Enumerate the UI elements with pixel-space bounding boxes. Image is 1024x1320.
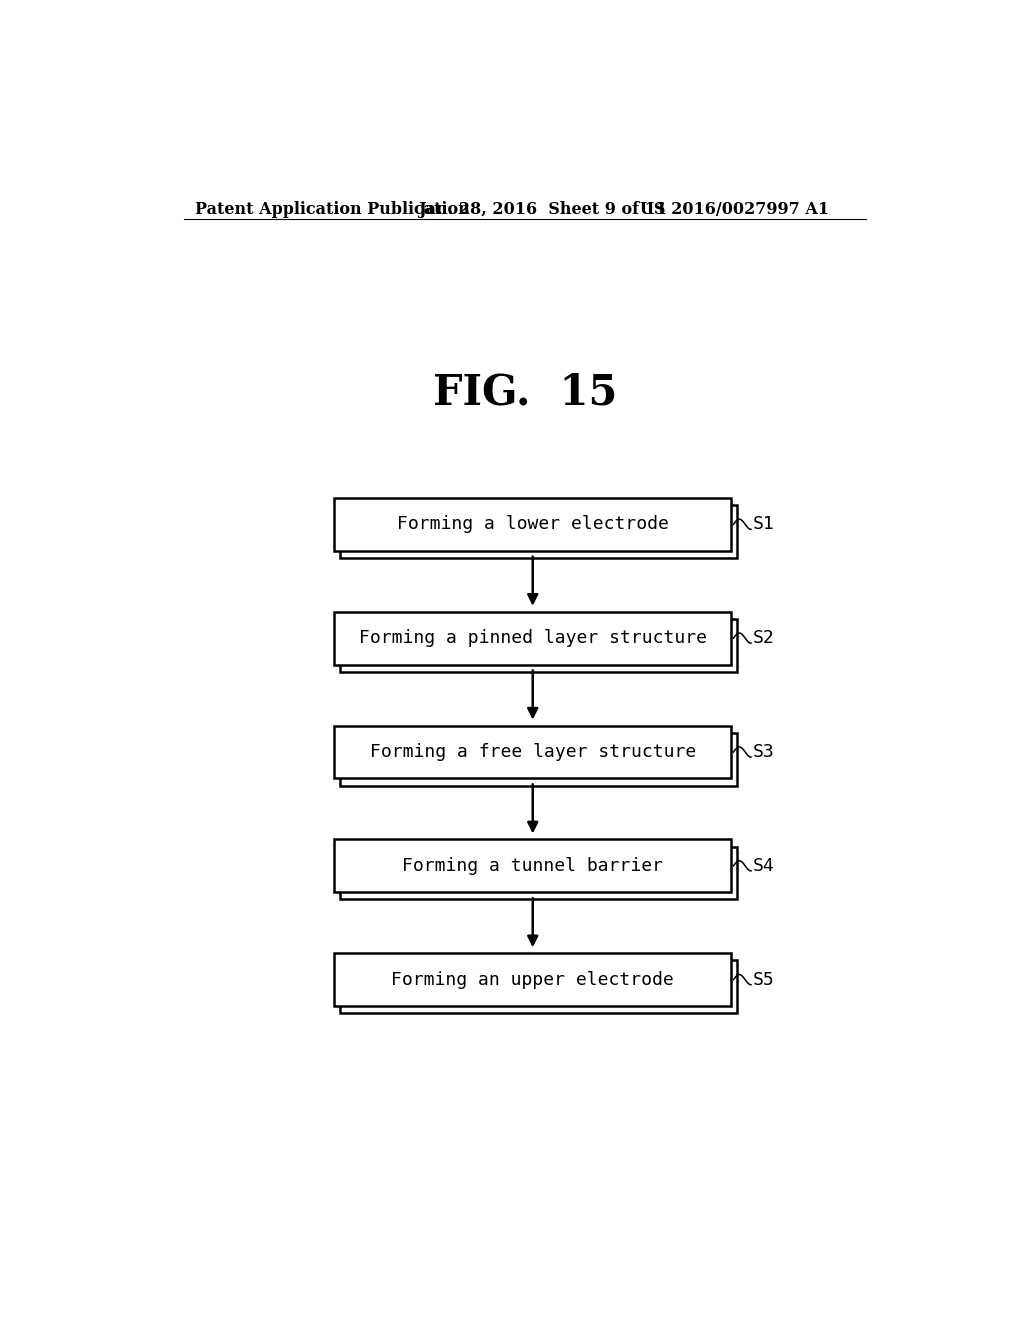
- Text: Forming a lower electrode: Forming a lower electrode: [396, 515, 669, 533]
- Bar: [334, 840, 731, 892]
- Bar: [340, 733, 736, 785]
- Text: Jan. 28, 2016  Sheet 9 of 11: Jan. 28, 2016 Sheet 9 of 11: [418, 201, 667, 218]
- Text: US 2016/0027997 A1: US 2016/0027997 A1: [640, 201, 829, 218]
- Text: Forming a tunnel barrier: Forming a tunnel barrier: [402, 857, 664, 875]
- Text: Forming a pinned layer structure: Forming a pinned layer structure: [358, 630, 707, 647]
- Text: S5: S5: [753, 970, 774, 989]
- Bar: [334, 953, 731, 1006]
- Text: Forming a free layer structure: Forming a free layer structure: [370, 743, 696, 760]
- Text: FIG.  15: FIG. 15: [432, 371, 617, 413]
- Bar: [340, 961, 736, 1014]
- Text: S1: S1: [753, 515, 774, 533]
- Text: Patent Application Publication: Patent Application Publication: [196, 201, 470, 218]
- Text: S3: S3: [753, 743, 774, 760]
- Bar: [334, 498, 731, 550]
- Text: S2: S2: [753, 630, 774, 647]
- Bar: [334, 726, 731, 779]
- Bar: [340, 846, 736, 899]
- Bar: [340, 506, 736, 558]
- Bar: [340, 619, 736, 672]
- Bar: [334, 611, 731, 664]
- Text: Forming an upper electrode: Forming an upper electrode: [391, 970, 674, 989]
- Text: S4: S4: [753, 857, 774, 875]
